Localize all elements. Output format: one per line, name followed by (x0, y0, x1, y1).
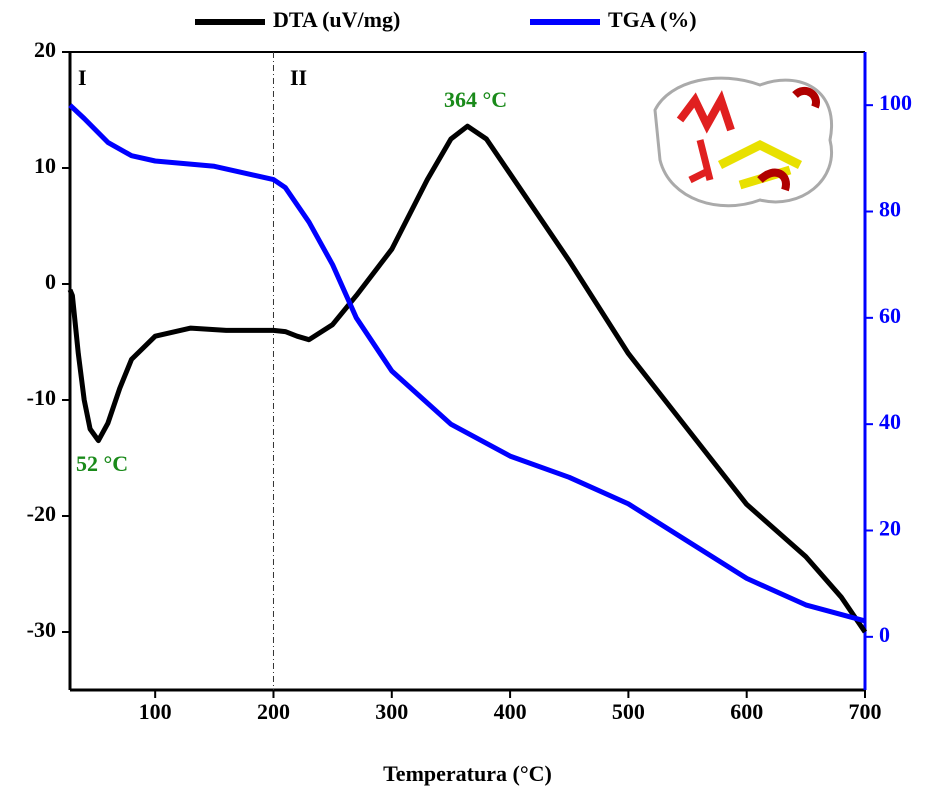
annotation: 52 °C (76, 451, 128, 476)
x-tick-label: 600 (730, 699, 763, 724)
x-tick-label: 300 (375, 699, 408, 724)
legend-label: TGA (%) (608, 7, 697, 32)
x-tick-label: 400 (494, 699, 527, 724)
y2-tick-label: 60 (879, 303, 901, 328)
region-label: II (290, 65, 307, 90)
line-series (67, 123, 868, 634)
y-tick-label: 20 (34, 37, 56, 62)
y-tick-label: -10 (27, 385, 56, 410)
y2-tick-label: 40 (879, 409, 901, 434)
y-tick-label: -30 (27, 617, 56, 642)
line-series (68, 103, 866, 624)
legend-label: DTA (uV/mg) (273, 7, 400, 32)
y-tick-label: 10 (34, 153, 56, 178)
y2-tick-label: 0 (879, 622, 890, 647)
x-tick-label: 100 (139, 699, 172, 724)
annotation: 364 °C (444, 87, 507, 112)
x-axis-label: Temperatura (°C) (383, 761, 552, 786)
y2-tick-label: 20 (879, 516, 901, 541)
y2-tick-label: 100 (879, 90, 912, 115)
y-tick-label: 0 (45, 269, 56, 294)
protein-image (653, 76, 833, 208)
region-label: I (78, 65, 87, 90)
y2-tick-label: 80 (879, 197, 901, 222)
x-tick-label: 200 (257, 699, 290, 724)
x-tick-label: 500 (612, 699, 645, 724)
y-tick-label: -20 (27, 501, 56, 526)
x-tick-label: 700 (849, 699, 882, 724)
